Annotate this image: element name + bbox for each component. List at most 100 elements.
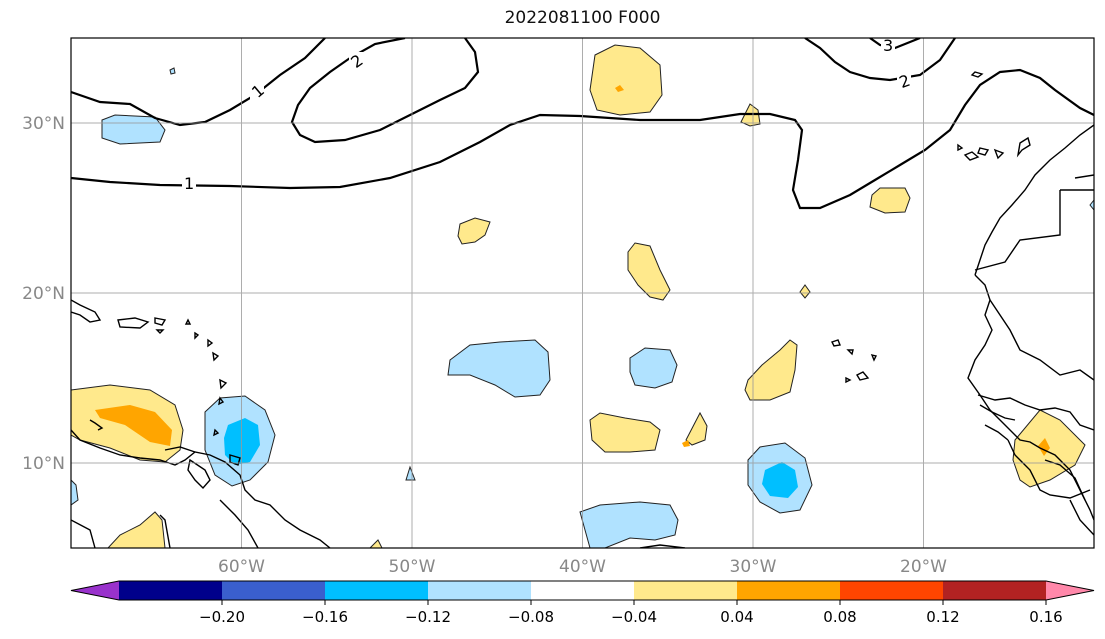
- contour-labels: 1 2 3 2 1: [182, 36, 913, 193]
- anomaly-patch: [369, 539, 383, 548]
- coastline: [967, 274, 1094, 521]
- contour-label: 1: [184, 174, 194, 193]
- isoline-1-north: [71, 38, 326, 127]
- anomaly-patch: [169, 67, 176, 75]
- anomaly-patch: [627, 242, 671, 301]
- coastline: [71, 519, 96, 548]
- anomaly-patch: [579, 501, 679, 548]
- strong-negative-fills: [224, 418, 798, 498]
- coastline: [977, 394, 1094, 431]
- anomaly-core: [615, 85, 624, 92]
- colorbar-tick-label: −0.08: [508, 608, 554, 626]
- isoline-2-east: [804, 38, 956, 82]
- colorbar-extend-high: [1046, 581, 1094, 600]
- coastline: [154, 317, 167, 326]
- colorbar-segment: [943, 581, 1047, 600]
- x-tick-label: 50°W: [389, 557, 436, 577]
- coastline: [71, 299, 102, 323]
- y-tick-label: 30°N: [22, 114, 65, 134]
- colorbar-segment: [531, 581, 635, 600]
- coastline: [1069, 499, 1094, 536]
- coastline: [187, 458, 211, 490]
- colorbar-tick-label: −0.16: [302, 608, 348, 626]
- colorbar-segment: [222, 581, 326, 600]
- coastline: [957, 143, 964, 152]
- coastline: [870, 353, 878, 362]
- coastline: [639, 544, 686, 548]
- coastline: [164, 446, 196, 453]
- anomaly-patch: [457, 217, 491, 245]
- anomaly-patch: [799, 284, 811, 299]
- coastline: [1007, 439, 1091, 499]
- isoline-1: [71, 68, 1094, 210]
- colorbar-extend-low: [71, 581, 119, 600]
- colorbar-segment: [840, 581, 944, 600]
- isolines: [71, 38, 1094, 210]
- colorbar-segment: [325, 581, 429, 600]
- coastline: [212, 351, 220, 362]
- colorbar-tick-label: 0.08: [823, 608, 856, 626]
- coastline: [89, 419, 104, 431]
- coastline: [1016, 136, 1031, 158]
- coastline: [218, 396, 225, 406]
- coastline: [974, 124, 1094, 276]
- anomaly-core: [95, 405, 172, 446]
- coastline: [977, 147, 990, 156]
- coastline: [979, 404, 1016, 421]
- anomaly-patch: [629, 347, 678, 389]
- coastline: [117, 317, 150, 329]
- coastline: [856, 371, 870, 381]
- anomaly-core: [762, 462, 798, 498]
- coastline: [846, 349, 854, 356]
- coastline: [974, 190, 1061, 271]
- x-tick-label: 30°W: [730, 557, 777, 577]
- coastline: [207, 338, 214, 348]
- coastline: [219, 378, 228, 390]
- coastline: [213, 428, 220, 437]
- colorbar-segment: [634, 581, 738, 600]
- coastline: [71, 429, 331, 548]
- anomaly-patch: [447, 339, 551, 398]
- anomaly-patch: [71, 479, 79, 506]
- coastline: [219, 499, 259, 548]
- y-tick-label: 10°N: [22, 454, 65, 474]
- colorbar: −0.20 −0.16 −0.12 −0.08 −0.04 0.04 0.08 0.12 0.1…: [70, 580, 1095, 626]
- colorbar-segment: [119, 581, 223, 600]
- x-tick-labels: 60°W 50°W 40°W 30°W 20°W: [218, 557, 947, 577]
- anomaly-patch: [1089, 199, 1094, 211]
- coastline: [845, 376, 852, 384]
- colorbar-segment: [428, 581, 532, 600]
- coastline: [970, 71, 984, 78]
- plot-frame: [70, 37, 1095, 549]
- coastline: [831, 339, 841, 347]
- coastline: [184, 318, 192, 325]
- contour-label: 3: [883, 36, 893, 55]
- x-tick-label: 40°W: [559, 557, 606, 577]
- coastline: [1074, 174, 1094, 179]
- colorbar-tick-label: 0.16: [1029, 608, 1062, 626]
- anomaly-core: [682, 440, 690, 447]
- coastline: [229, 454, 241, 466]
- map-plot-area: 1 2 3 2 1: [71, 36, 1094, 548]
- coastline: [993, 148, 1005, 160]
- coastline: [963, 151, 980, 161]
- y-tick-label: 20°N: [22, 284, 65, 304]
- map-title: 2022081100 F000: [504, 8, 661, 28]
- x-tick-label: 20°W: [900, 557, 947, 577]
- anomaly-patch: [107, 511, 166, 548]
- colorbar-tick-label: 0.04: [720, 608, 753, 626]
- coastline: [155, 329, 165, 334]
- colorbar-tick-label: −0.20: [199, 608, 245, 626]
- colorbar-tick-label: −0.12: [405, 608, 451, 626]
- colorbar-tick-label: −0.04: [611, 608, 657, 626]
- anomaly-patch: [685, 411, 708, 446]
- colorbar-tick-label: 0.12: [926, 608, 959, 626]
- coastline: [984, 424, 1009, 441]
- colorbar-segment: [737, 581, 841, 600]
- anomaly-patch: [405, 465, 416, 481]
- gridlines: [71, 38, 1094, 548]
- x-tick-label: 60°W: [218, 557, 265, 577]
- coastlines: [71, 71, 1094, 548]
- anomaly-patch: [589, 44, 663, 116]
- coastline: [194, 331, 200, 340]
